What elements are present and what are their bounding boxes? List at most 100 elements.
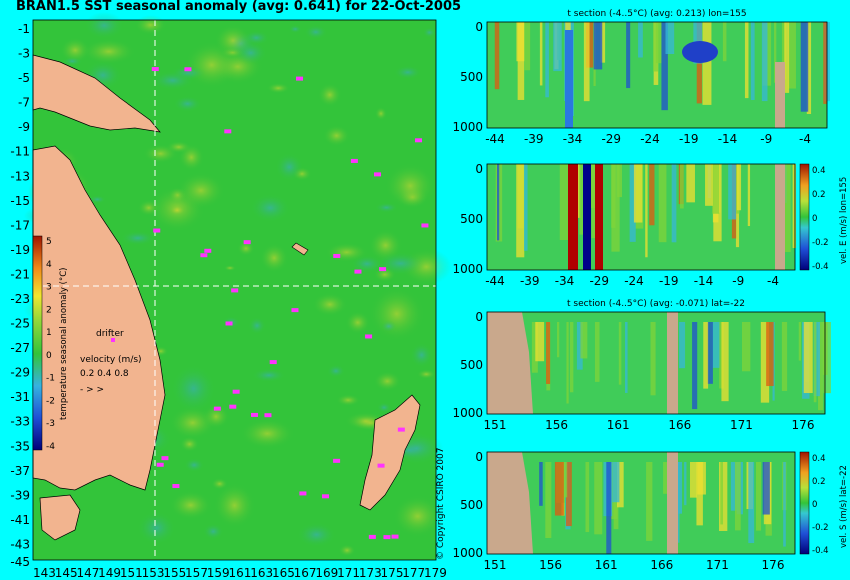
section-title: t section (-4..5°C) (avg: 0.213) lon=155 (567, 9, 746, 19)
section-stripe (593, 22, 603, 70)
map-x-tick-label: 161 (229, 566, 252, 580)
map-x-tick-label: 179 (424, 566, 447, 580)
section-strong-east (568, 164, 578, 270)
section-stripe (813, 322, 821, 397)
drifter-marker (354, 269, 362, 274)
section-stripe (712, 322, 720, 368)
section-x-tick-label: -34 (563, 132, 583, 146)
section-y-tick-label: 1000 (452, 546, 483, 560)
section-x-tick-label: -39 (520, 274, 540, 288)
map-y-tick-label: -35 (10, 439, 30, 453)
anomaly-blob (410, 342, 434, 368)
section-x-tick-label: -14 (718, 132, 738, 146)
map-x-tick-label: 151 (120, 566, 143, 580)
drifter-marker (421, 223, 429, 228)
section-x-tick-label: 156 (539, 558, 562, 572)
map-x-tick-label: 147 (76, 566, 99, 580)
map-y-tick-label: -5 (18, 71, 30, 85)
anomaly-blob (179, 436, 200, 452)
section-x-tick-label: 161 (607, 418, 630, 432)
anomaly-blob (297, 522, 336, 547)
section-stripe (583, 22, 590, 102)
map-y-ticks: -1 -3 -5 -7 -9 -11 -13 -15 -17 -19 -21 -23 -25 -27 -29… (10, 22, 30, 569)
velocity-colorbar-tick: 0.2 (812, 190, 826, 200)
section-stripe (516, 164, 525, 258)
section-stripe (585, 462, 590, 533)
section-stripe (557, 322, 560, 358)
anomaly-blob (142, 143, 178, 164)
section-stripe (800, 22, 809, 112)
anomaly-blob (392, 495, 443, 538)
section-stripe (755, 462, 762, 531)
velocity-values: 0.2 0.4 0.8 (80, 369, 129, 379)
section-stripe (661, 22, 668, 111)
section-panel-1: t section (-4..5°C) (avg: 0.213) lon=155… (452, 9, 830, 146)
section-stripe (600, 22, 606, 63)
anomaly-blob (325, 242, 369, 263)
section-stripe (730, 462, 739, 511)
velocity-label: velocity (m/s) (80, 355, 142, 365)
bottom-mask (667, 312, 678, 414)
section-stripe (611, 164, 620, 252)
anomaly-blob (213, 482, 256, 528)
section-stripe (494, 22, 500, 90)
section-stripe (594, 462, 603, 535)
section-stripe (535, 322, 545, 362)
temp-colorbar (32, 235, 43, 451)
section-stripe (559, 164, 569, 241)
velocity-colorbar (799, 163, 810, 271)
land-new-caledonia (291, 242, 309, 256)
land-new-guinea (32, 54, 161, 133)
land-australia (32, 145, 166, 491)
section-x-tick-label: 166 (668, 418, 691, 432)
anomaly-blob (338, 544, 356, 557)
drifter-marker (397, 427, 405, 432)
map-x-tick-label: 167 (294, 566, 317, 580)
section-stripe (586, 22, 594, 68)
section-panel-2: 0 500 1000-44 -39 -34 -29 -24 -19 -14 -9 -4 0.4 0.2 0… (452, 162, 849, 288)
anomaly-blob (275, 152, 304, 182)
anomaly-blob (312, 292, 348, 317)
section-stripe (539, 462, 543, 506)
velocity-colorbar-tick: 0 (812, 500, 817, 510)
section-x-tick-label: 176 (792, 418, 815, 432)
map-y-tick-label: -7 (18, 96, 30, 110)
section-x-tick-label: -19 (659, 274, 679, 288)
map-x-tick-label: 143 (33, 566, 56, 580)
anomaly-blob (211, 478, 228, 490)
section-y-tick-label: 500 (460, 212, 483, 226)
section-stripe (531, 322, 538, 373)
colorbar-tick-label: -3 (46, 419, 55, 429)
section-stripe (747, 164, 751, 227)
map-x-ticks: 1431451471491511531551571591611631651671… (33, 566, 447, 580)
map-y-tick-label: -25 (10, 317, 30, 331)
colorbar-label: temperature seasonal anomaly (°C) (59, 268, 69, 420)
drifter-marker (224, 129, 232, 134)
section-strong-east (595, 164, 603, 270)
drifter-marker (377, 463, 385, 468)
map-x-tick-label: 159 (207, 566, 230, 580)
drifter-marker (225, 321, 233, 326)
drifter-marker (415, 138, 423, 143)
section-stripe (671, 164, 677, 243)
section-stripe (496, 164, 500, 241)
map-x-tick-label: 177 (402, 566, 425, 580)
section-stripe (545, 22, 549, 98)
section-y-tick-label: 0 (475, 450, 483, 464)
velocity-colorbar-tick: 0.4 (812, 166, 826, 176)
section-stripe (813, 322, 817, 403)
section-stripe (679, 322, 686, 369)
section-stripe (579, 164, 585, 235)
section-stripe (806, 22, 812, 114)
anomaly-blob (374, 106, 388, 121)
section-stripe (692, 322, 698, 410)
map-y-tick-label: -1 (18, 22, 30, 36)
drifter-marker (161, 456, 169, 461)
drifter-marker (264, 413, 272, 418)
bottom-mask (487, 312, 533, 414)
section-stripe (760, 322, 770, 403)
anomaly-blob (373, 371, 402, 392)
anomaly-blob (184, 458, 205, 472)
anomaly-blob (239, 418, 295, 449)
section-y-tick-label: 500 (460, 70, 483, 84)
